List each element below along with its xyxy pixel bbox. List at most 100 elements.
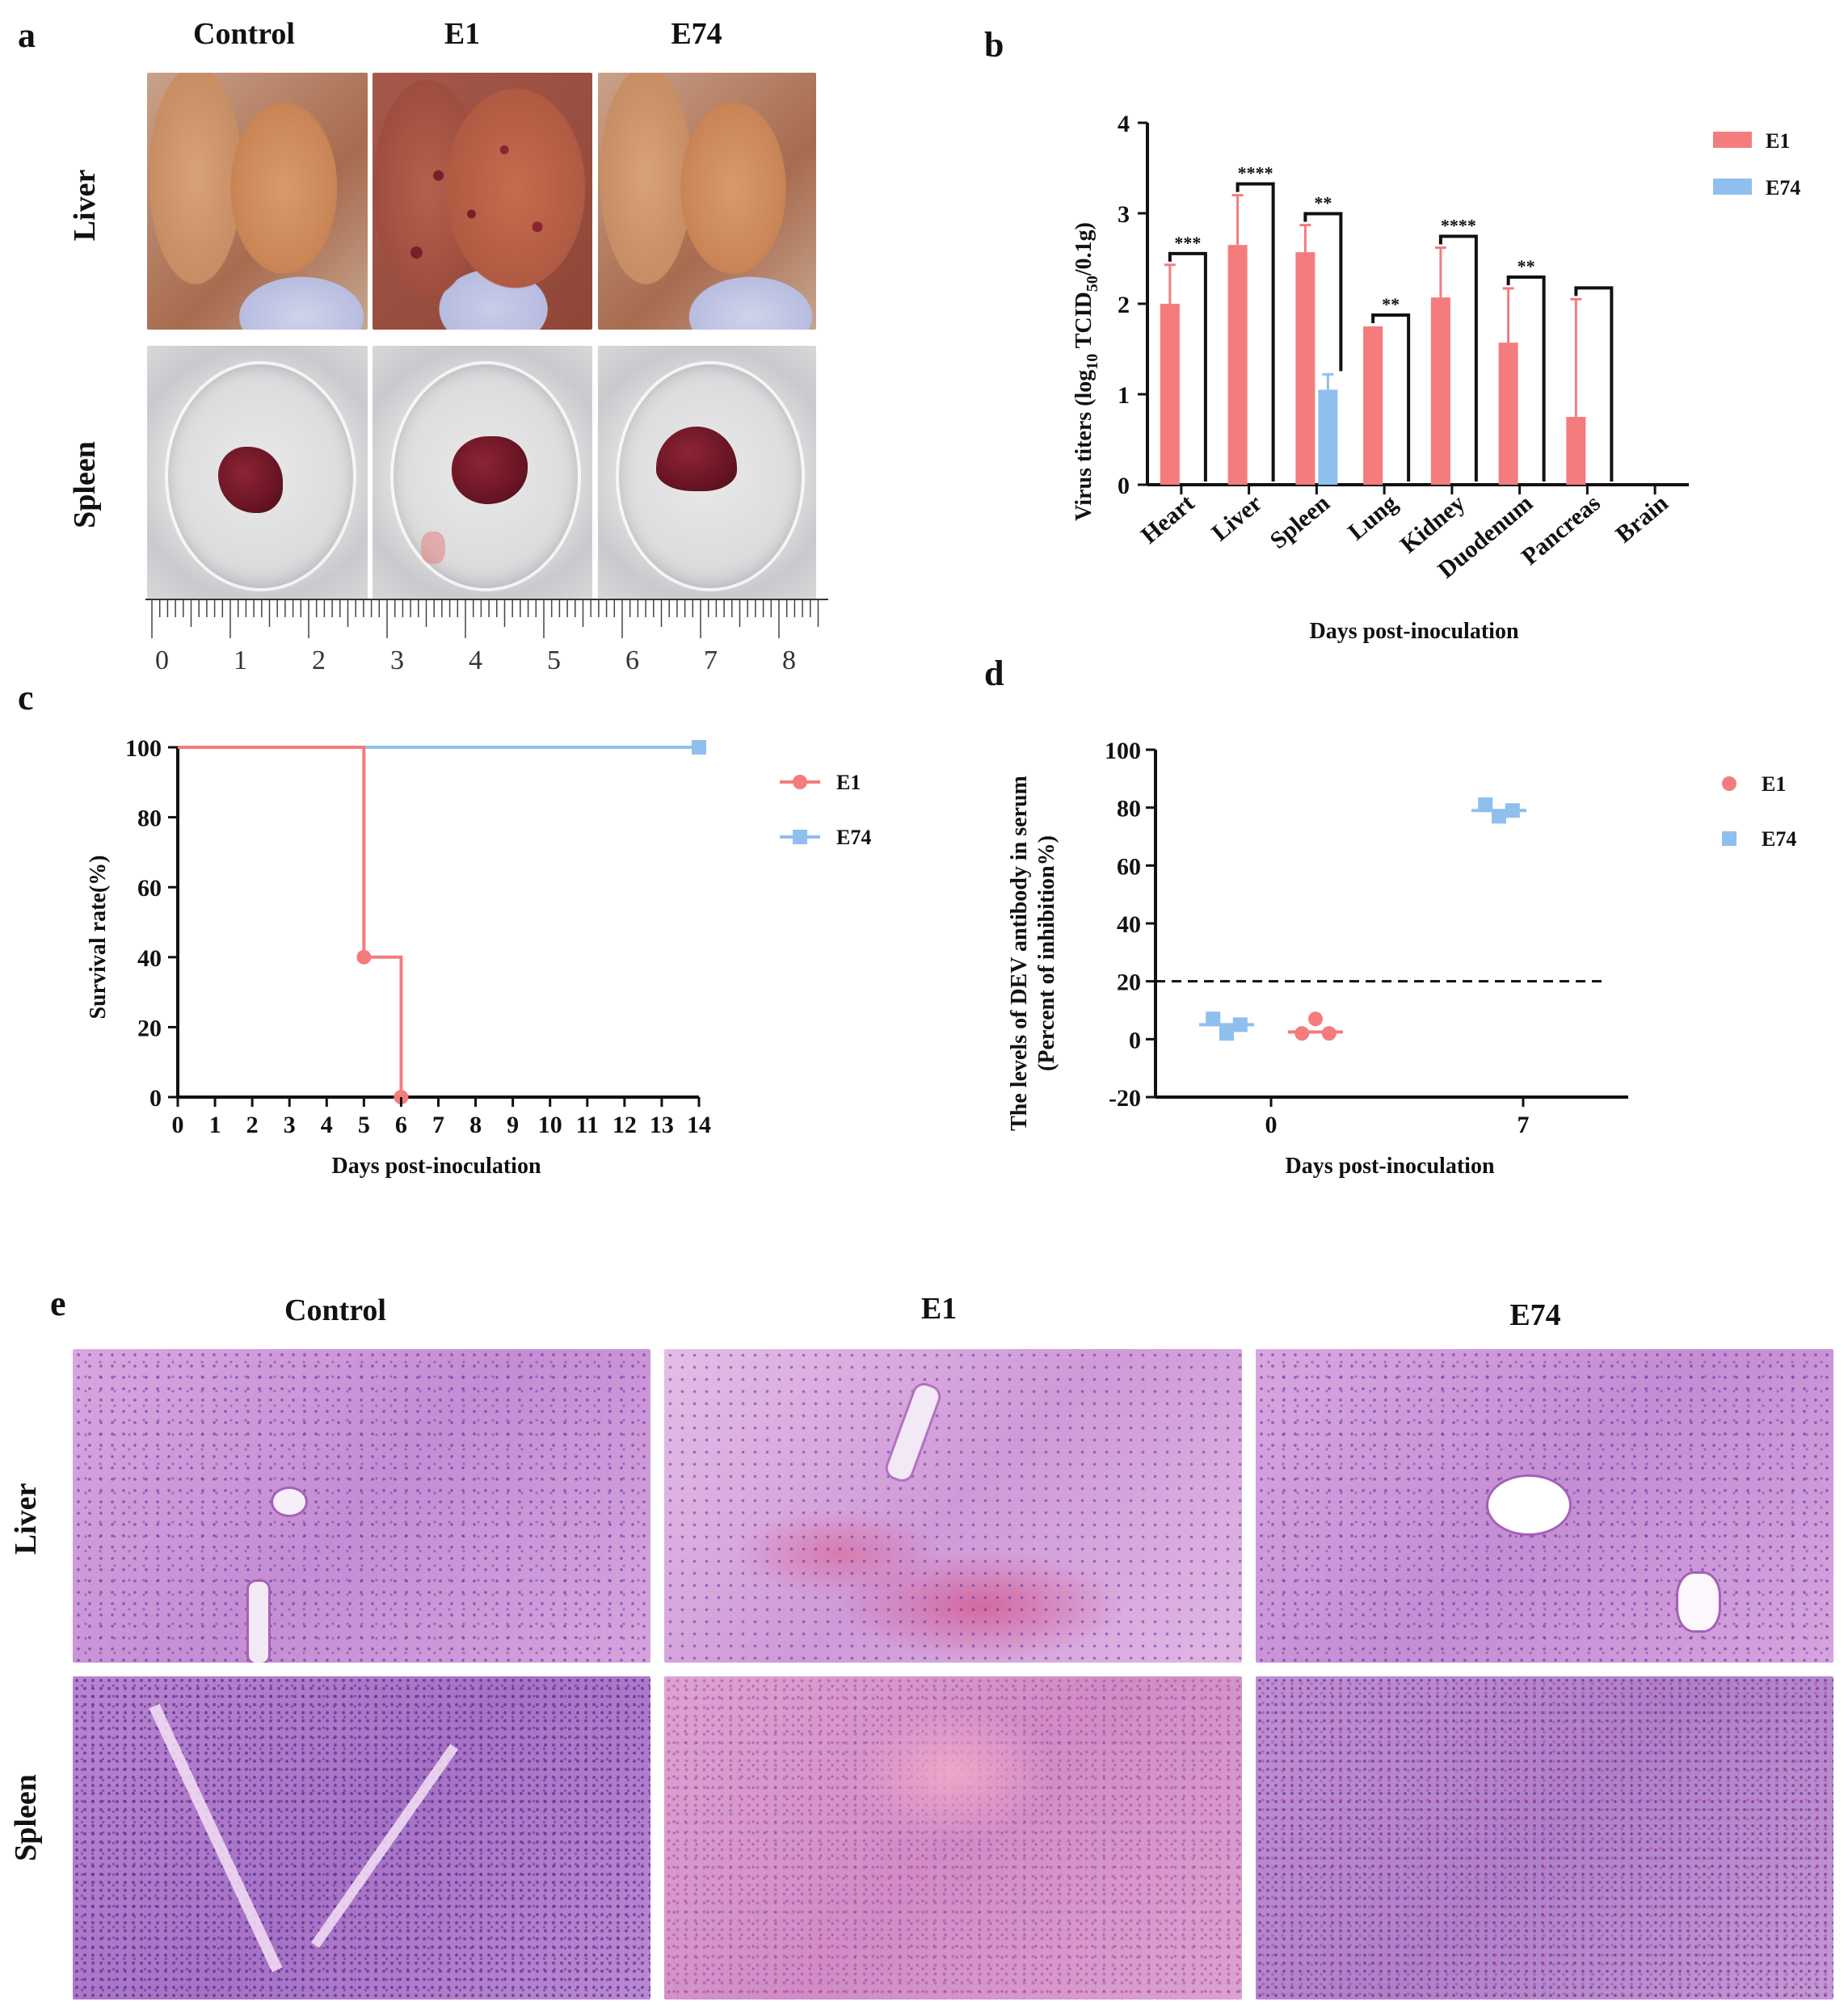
chart-b-y-tick-label: 1 [1118,382,1130,409]
chart-c-marker-E74 [692,740,706,755]
histology-spleen-e1 [664,1676,1242,1999]
chart-b-bar-E1-Duodenum [1498,343,1518,485]
chart-d-legend-marker-E74 [1722,831,1736,846]
chart-b-bar-E74-Spleen [1318,389,1338,485]
chart-d-point-E74 [1232,1017,1248,1032]
ruler-label: 0 [155,645,169,675]
chart-c-x-tick-label: 8 [469,1112,482,1138]
chart-d-point-E74 [1492,809,1506,824]
chart-b-sig-mark: ** [1518,256,1535,276]
panel-e-col-e74: E74 [1509,1298,1561,1332]
chart-b-sig-bracket [1574,286,1614,481]
chart-c-x-tick-label: 12 [612,1112,637,1138]
panel-a-row-spleen: Spleen [68,441,102,528]
ruler-label: 5 [547,645,561,675]
chart-b-legend-swatch-E1 [1713,132,1752,148]
chart-c-y-tick-label: 40 [137,945,162,972]
chart-d-point-E74 [1219,1026,1234,1041]
chart-d-y-tick-label: 60 [1117,853,1141,880]
ruler-label: 2 [312,645,326,675]
chart-b-y-tick-label: 3 [1118,201,1130,228]
spleen-e1-photo [373,346,592,600]
vessel [882,1379,945,1486]
chart-b-xlabel: Days post-inoculation [1309,619,1518,644]
chart-d-x-tick-label: 7 [1518,1112,1530,1138]
ruler-label: 3 [390,645,404,675]
chart-c-x-tick-label: 11 [576,1112,599,1138]
chart-b-sig-mark: **** [1441,216,1476,236]
spleen-e74-organ [656,427,737,491]
chart-d-ylabel-line2: (Percent of inhibition%) [1034,835,1059,1071]
spleen-e74-photo [598,346,816,600]
vessel [1486,1474,1572,1536]
panel-e-row-spleen: Spleen [9,1774,43,1861]
panel-label-c: c [18,678,34,717]
histology-spleen-e74 [1256,1676,1833,1999]
chart-b-bar-E1-Kidney [1430,297,1450,485]
panel-e-col-control: Control [284,1293,386,1327]
chart-b-x-tick-label: Brain [1610,490,1673,549]
chart-d-x-tick-label: 0 [1265,1112,1278,1138]
chart-c-ylabel: Survival rate(%) [86,856,111,1020]
chart-b-sig-bracket [1438,234,1478,481]
chart-d-legend-label-E74: E74 [1762,827,1796,851]
histology-spleen-control [73,1676,650,1999]
blood-smear [421,532,445,564]
chart-c-x-tick-label: 4 [321,1112,333,1138]
chart-c-y-tick-label: 20 [137,1015,162,1041]
chart-b-sig-mark: ** [1314,193,1332,213]
chart-d-y-tick-label: -20 [1109,1085,1141,1112]
chart-b-sig-bracket [1506,275,1546,481]
trabecula [149,1703,283,1973]
chart-d-xlabel: Days post-inoculation [1285,1154,1494,1179]
chart-b-y-tick-label: 0 [1118,473,1130,499]
ruler-label: 7 [704,645,718,675]
histology-liver-e1 [664,1349,1242,1663]
chart-c-x-tick-label: 10 [538,1112,562,1138]
chart-b-sig-mark: *** [1174,233,1201,253]
vessel [246,1579,271,1663]
chart-d-point-E74 [1505,803,1520,818]
panel-label-b: b [984,25,1004,65]
chart-c-xlabel: Days post-inoculation [331,1154,541,1179]
panel-a-col-e1: E1 [444,17,481,51]
chart-b-sig-bracket [1303,212,1343,372]
chart-b-x-tick-label: Spleen [1265,490,1336,554]
histology-liver-control [73,1349,650,1663]
chart-c-x-tick-label: 1 [209,1112,221,1138]
chart-c-y-tick-label: 80 [137,805,162,832]
chart-d-point-E1 [1294,1026,1310,1041]
chart-c-x-tick-label: 9 [507,1112,519,1138]
chart-d-point-E1 [1308,1011,1323,1027]
chart-c-marker-E1 [356,949,372,965]
chart-c-x-tick-label: 0 [172,1112,184,1138]
chart-c-y-tick-label: 60 [137,875,162,902]
ruler: 0 1 2 3 4 5 6 7 8 [145,599,828,675]
chart-b-sig-mark: ** [1382,294,1400,314]
chart-d-y-tick-label: 40 [1117,911,1141,938]
chart-d-legend-label-E1: E1 [1762,772,1786,796]
vessel [1676,1571,1721,1633]
chart-b-bar-E1-Pancreas [1566,417,1586,485]
chart-d-point-E74 [1206,1011,1221,1027]
chart-b-x-tick-label: Liver [1206,490,1267,546]
chart-b-sig-bracket [1168,251,1207,481]
chart-b-sig-bracket [1371,313,1411,481]
chart-b-x-tick-label: Heart [1136,490,1200,549]
chart-d: The levels of DEV antibody in serum (Per… [1007,738,1796,1179]
histology-liver-e74 [1256,1349,1833,1663]
chart-b-y-tick-label: 4 [1118,111,1130,137]
chart-b-bar-E1-Spleen [1295,252,1315,485]
chart-c-x-tick-label: 6 [395,1112,407,1138]
trabecula [311,1743,458,1949]
spleen-e1-organ [452,436,528,504]
panel-a-col-control: Control [193,17,295,51]
ruler-label: 8 [782,645,796,675]
chart-b: Virus titers (log10 TCID50/0.1g) *******… [1071,111,1800,644]
chart-c-legend-marker-E1 [793,775,807,789]
chart-b-bar-E1-Liver [1227,245,1248,485]
chart-b-legend-swatch-E74 [1713,179,1752,195]
chart-c-x-tick-label: 14 [687,1112,711,1138]
chart-c-legend-marker-E74 [793,830,807,844]
